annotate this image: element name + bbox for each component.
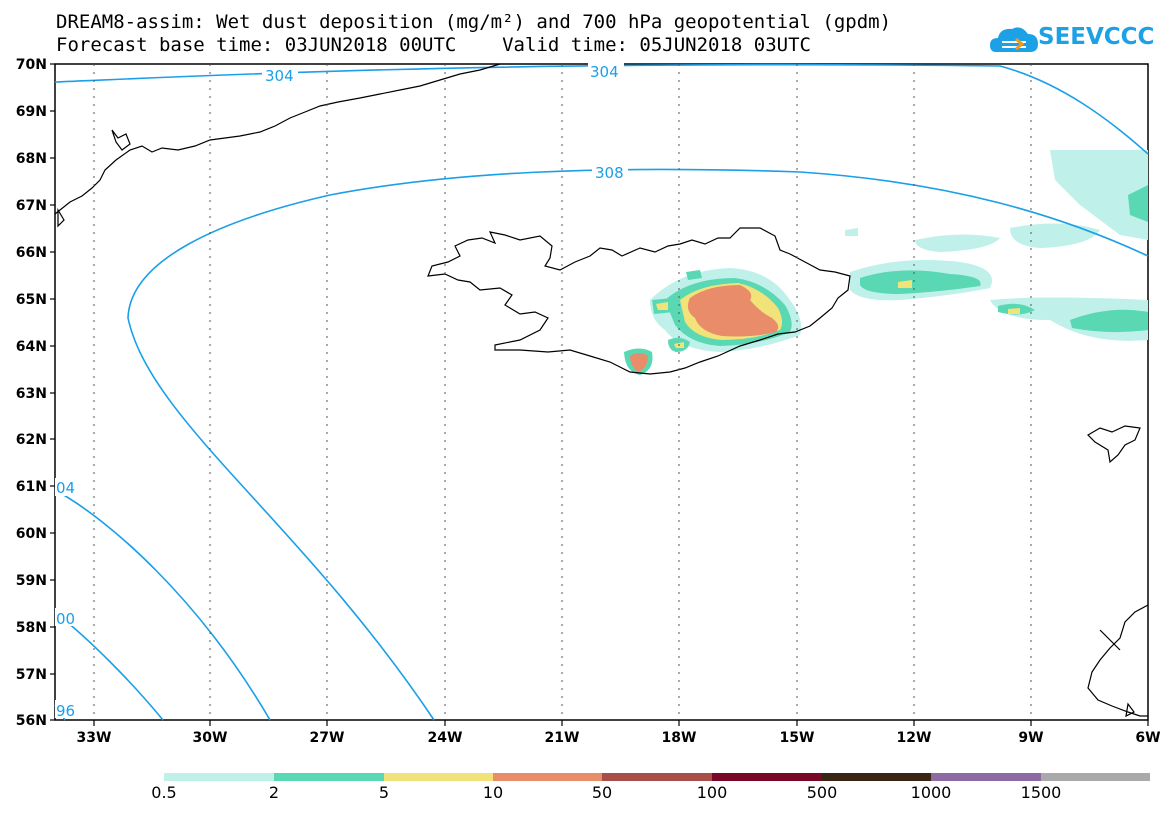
- greenland-coast: [54, 63, 501, 215]
- scotland-coast: [1087, 604, 1149, 717]
- lat-label: 61N: [16, 479, 47, 495]
- colorbar-label: 1000: [910, 783, 952, 802]
- axis-ticks: [50, 63, 1149, 726]
- contour-label: 96: [56, 702, 75, 720]
- contour-label: 308: [595, 164, 624, 182]
- lon-label: 33W: [77, 730, 112, 746]
- lat-label: 58N: [16, 620, 47, 636]
- colorbar: [164, 773, 1150, 781]
- lat-label: 68N: [16, 151, 47, 167]
- colorbar-label: 2: [268, 783, 280, 802]
- lon-label: 12W: [897, 730, 932, 746]
- lat-label: 57N: [16, 667, 47, 683]
- colorbar-label: 0.5: [151, 783, 177, 802]
- faroe-islands: [1087, 425, 1141, 464]
- colorbar-label: 5: [378, 783, 390, 802]
- colorbar-label: 1500: [1020, 783, 1062, 802]
- lat-label: 69N: [16, 104, 47, 120]
- lon-label: 6W: [1135, 730, 1160, 746]
- map-title: DREAM8-assim: Wet dust deposition (mg/m²…: [56, 11, 892, 33]
- colorbar-swatch: [1041, 773, 1150, 781]
- map-subtitle: Forecast base time: 03JUN2018 00UTC Vali…: [56, 34, 811, 56]
- cloud-logo-icon: [990, 27, 1038, 52]
- map-gridlines: [93, 64, 1032, 720]
- colorbar-swatch: [931, 773, 1041, 781]
- colorbar-label: 100: [696, 783, 728, 802]
- contour-label: 04: [56, 479, 75, 497]
- colorbar-label: 50: [591, 783, 613, 802]
- lon-label: 15W: [780, 730, 815, 746]
- contour-304-south: [54, 489, 271, 721]
- lon-label: 9W: [1018, 730, 1043, 746]
- lat-label: 65N: [16, 292, 47, 308]
- map-frame: [54, 63, 1149, 721]
- lat-label: 59N: [16, 573, 47, 589]
- lat-label: 62N: [16, 432, 47, 448]
- lat-label: 64N: [16, 339, 47, 355]
- lon-label: 30W: [193, 730, 228, 746]
- lon-label: 24W: [428, 730, 463, 746]
- colorbar-swatch: [712, 773, 822, 781]
- lat-label: 56N: [16, 713, 47, 729]
- lat-label: 66N: [16, 245, 47, 261]
- contour-308: [127, 168, 1149, 721]
- dust-deposition-shading: [624, 150, 1148, 375]
- colorbar-swatch: [493, 773, 602, 781]
- colorbar-swatch: [274, 773, 384, 781]
- contour-label: 00: [56, 610, 75, 628]
- colorbar-swatch: [602, 773, 712, 781]
- lat-label: 70N: [16, 57, 47, 73]
- contour-label: 304: [265, 67, 294, 85]
- colorbar-label: 10: [482, 783, 504, 802]
- lat-label: 63N: [16, 386, 47, 402]
- colorbar-swatch: [822, 773, 931, 781]
- lat-label: 60N: [16, 526, 47, 542]
- geopotential-contours: [54, 63, 1149, 721]
- colorbar-label: 500: [806, 783, 838, 802]
- lon-label: 27W: [310, 730, 345, 746]
- contour-label: 304: [590, 63, 619, 81]
- lon-label: 18W: [662, 730, 697, 746]
- colorbar-swatch: [384, 773, 493, 781]
- lon-label: 21W: [545, 730, 580, 746]
- colorbar-swatch: [164, 773, 274, 781]
- contour-304: [54, 63, 1149, 155]
- lat-label: 67N: [16, 198, 47, 214]
- logo-text: SEEVCCC: [1038, 24, 1155, 50]
